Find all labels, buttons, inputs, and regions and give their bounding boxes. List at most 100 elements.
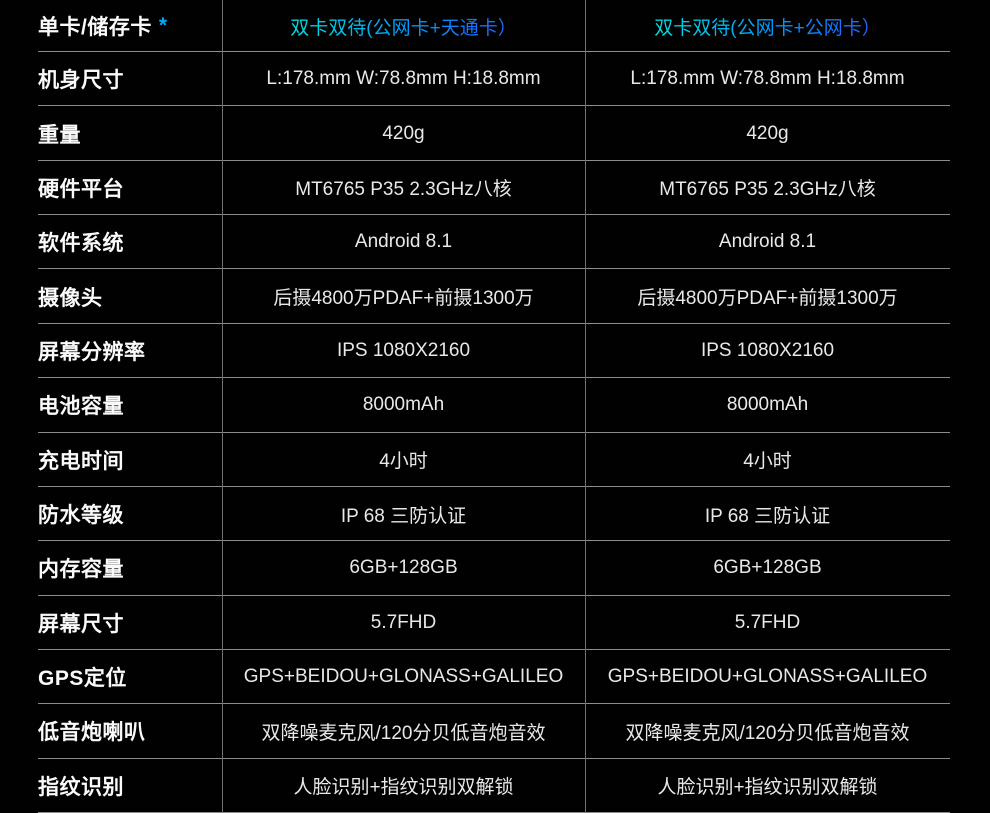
spec-value-text: GPS+BEIDOU+GLONASS+GALILEO <box>243 666 564 688</box>
spec-label-text: 低音炮喇叭 <box>38 721 146 745</box>
spec-label: GPS定位 <box>0 650 222 704</box>
spec-value-text: 8000mAh <box>362 394 445 416</box>
table-row: 指纹识别 人脸识别+指纹识别双解锁 人脸识别+指纹识别双解锁 <box>0 759 990 813</box>
spec-value-variant1: 4小时 <box>222 433 585 487</box>
spec-value-text: 420g <box>746 122 789 144</box>
spec-value-text: 后摄4800万PDAF+前摄1300万 <box>637 288 898 310</box>
table-row: 屏幕分辨率 IPS 1080X2160 IPS 1080X2160 <box>0 324 990 379</box>
spec-value-variant2: L:178.mm W:78.8mm H:18.8mm <box>585 52 950 106</box>
spec-label: 软件系统 <box>0 215 222 269</box>
spec-label: 单卡/储存卡 * <box>0 0 222 52</box>
spec-value-text: Android 8.1 <box>718 231 817 253</box>
spec-label: 电池容量 <box>0 378 222 432</box>
table-row: 摄像头 后摄4800万PDAF+前摄1300万 后摄4800万PDAF+前摄13… <box>0 269 990 325</box>
spec-label: 内存容量 <box>0 541 222 595</box>
spec-label: 屏幕尺寸 <box>0 596 222 650</box>
table-row: 重量 420g 420g <box>0 106 990 162</box>
spec-label: 重量 <box>0 106 222 160</box>
spec-value-variant2: 后摄4800万PDAF+前摄1300万 <box>585 269 950 323</box>
spec-value-text: 后摄4800万PDAF+前摄1300万 <box>273 288 534 310</box>
spec-value-text: 4小时 <box>379 451 428 473</box>
spec-label-text: 摄像头 <box>38 286 103 310</box>
spec-label-text: 软件系统 <box>38 232 124 256</box>
spec-value-text: 6GB+128GB <box>349 557 458 579</box>
spec-value-text: 双降噪麦克风/120分贝低音炮音效 <box>261 722 546 744</box>
spec-value-text: MT6765 P35 2.3GHz八核 <box>659 179 876 201</box>
spec-label-text: 硬件平台 <box>38 177 124 201</box>
spec-value-text: 双降噪麦克风/120分贝低音炮音效 <box>625 722 910 744</box>
column-divider <box>222 0 223 813</box>
spec-value-text: 人脸识别+指纹识别双解锁 <box>293 777 514 799</box>
spec-value-variant1: IPS 1080X2160 <box>222 324 585 378</box>
spec-label-text: 防水等级 <box>38 504 124 528</box>
spec-label: 防水等级 <box>0 487 222 541</box>
spec-value-text: MT6765 P35 2.3GHz八核 <box>295 179 512 201</box>
spec-value-variant2: 双卡双待(公网卡+公网卡） <box>585 0 950 52</box>
spec-value-variant2: 人脸识别+指纹识别双解锁 <box>585 759 950 813</box>
spec-label-text: 屏幕分辨率 <box>38 340 146 364</box>
spec-value-variant1: 双卡双待(公网卡+天通卡） <box>222 0 585 52</box>
spec-label-text: 屏幕尺寸 <box>38 612 124 636</box>
spec-value-variant2: 5.7FHD <box>585 596 950 650</box>
table-row: 电池容量 8000mAh 8000mAh <box>0 378 990 433</box>
spec-label: 摄像头 <box>0 269 222 323</box>
spec-value-variant1: IP 68 三防认证 <box>222 487 585 541</box>
spec-value-text: 4小时 <box>743 451 792 473</box>
spec-label: 低音炮喇叭 <box>0 704 222 758</box>
table-row: 防水等级 IP 68 三防认证 IP 68 三防认证 <box>0 487 990 542</box>
spec-value-variant2: 8000mAh <box>585 378 950 432</box>
spec-value-variant1: MT6765 P35 2.3GHz八核 <box>222 161 585 215</box>
spec-value-variant1: 420g <box>222 106 585 160</box>
spec-label-text: 单卡/储存卡 <box>38 16 152 39</box>
spec-value-text: 5.7FHD <box>370 611 437 633</box>
spec-label: 指纹识别 <box>0 759 222 813</box>
spec-label-text: 重量 <box>38 123 81 147</box>
spec-label-text: 指纹识别 <box>38 775 124 799</box>
spec-label: 屏幕分辨率 <box>0 324 222 378</box>
spec-value-variant2: IPS 1080X2160 <box>585 324 950 378</box>
spec-value-text: GPS+BEIDOU+GLONASS+GALILEO <box>607 666 928 688</box>
column-divider <box>585 0 586 813</box>
spec-value-variant2: MT6765 P35 2.3GHz八核 <box>585 161 950 215</box>
spec-value-text: 人脸识别+指纹识别双解锁 <box>657 777 878 799</box>
spec-label: 充电时间 <box>0 433 222 487</box>
table-row: GPS定位 GPS+BEIDOU+GLONASS+GALILEO GPS+BEI… <box>0 650 990 705</box>
spec-value-text: IPS 1080X2160 <box>700 339 835 361</box>
spec-value-text: 6GB+128GB <box>713 557 822 579</box>
spec-label-text: 电池容量 <box>38 395 124 419</box>
spec-value-text: 8000mAh <box>726 394 809 416</box>
spec-value-variant2: 6GB+128GB <box>585 541 950 595</box>
table-row: 充电时间 4小时 4小时 <box>0 433 990 488</box>
spec-value-variant1: 人脸识别+指纹识别双解锁 <box>222 759 585 813</box>
spec-value-text: 5.7FHD <box>734 611 801 633</box>
spec-label: 机身尺寸 <box>0 52 222 106</box>
spec-value-variant1: 8000mAh <box>222 378 585 432</box>
spec-value-variant1: 5.7FHD <box>222 596 585 650</box>
table-row: 单卡/储存卡 * 双卡双待(公网卡+天通卡） 双卡双待(公网卡+公网卡） <box>0 0 990 52</box>
spec-value-text: L:178.mm W:78.8mm H:18.8mm <box>630 68 905 90</box>
spec-value-text: IPS 1080X2160 <box>336 339 471 361</box>
table-row: 内存容量 6GB+128GB 6GB+128GB <box>0 541 990 596</box>
spec-value-variant1: 6GB+128GB <box>222 541 585 595</box>
table-row: 软件系统 Android 8.1 Android 8.1 <box>0 215 990 270</box>
spec-value-variant2: 420g <box>585 106 950 160</box>
spec-value-variant2: IP 68 三防认证 <box>585 487 950 541</box>
spec-label-text: GPS定位 <box>38 667 127 691</box>
spec-value-variant2: GPS+BEIDOU+GLONASS+GALILEO <box>585 650 950 704</box>
spec-label: 硬件平台 <box>0 161 222 215</box>
spec-value-variant1: L:178.mm W:78.8mm H:18.8mm <box>222 52 585 106</box>
spec-value-variant2: Android 8.1 <box>585 215 950 269</box>
spec-value-text: IP 68 三防认证 <box>704 505 831 527</box>
spec-label-text: 充电时间 <box>38 449 124 473</box>
spec-value-text: IP 68 三防认证 <box>340 505 467 527</box>
spec-value-text: L:178.mm W:78.8mm H:18.8mm <box>266 68 541 90</box>
spec-value-variant1: Android 8.1 <box>222 215 585 269</box>
table-row: 机身尺寸 L:178.mm W:78.8mm H:18.8mm L:178.mm… <box>0 52 990 107</box>
spec-label-text: 内存容量 <box>38 558 124 582</box>
spec-value-variant1: GPS+BEIDOU+GLONASS+GALILEO <box>222 650 585 704</box>
spec-value-variant2: 双降噪麦克风/120分贝低音炮音效 <box>585 704 950 758</box>
spec-label-text: 机身尺寸 <box>38 69 124 93</box>
required-asterisk: * <box>158 14 168 37</box>
spec-value-variant1: 双降噪麦克风/120分贝低音炮音效 <box>222 704 585 758</box>
